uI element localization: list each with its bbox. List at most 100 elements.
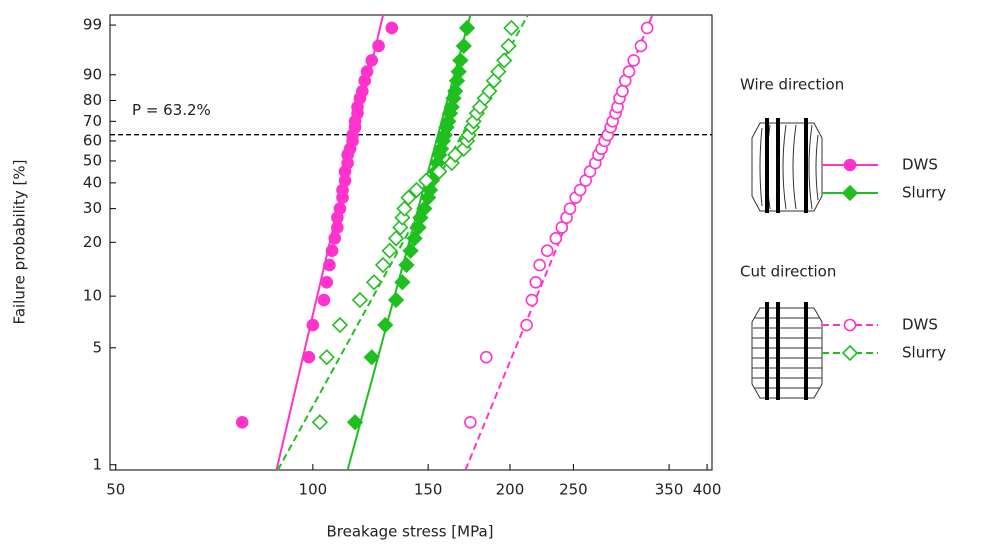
marker xyxy=(351,291,369,309)
marker xyxy=(372,39,385,53)
marker xyxy=(320,275,334,289)
marker xyxy=(440,113,457,130)
marker xyxy=(443,98,460,116)
marker xyxy=(402,242,419,259)
marker xyxy=(447,83,464,100)
marker xyxy=(448,72,466,89)
marker xyxy=(387,230,405,247)
marker xyxy=(396,200,413,217)
y-axis-label: Failure probability [%] xyxy=(11,160,29,325)
marker xyxy=(627,54,640,67)
marker xyxy=(496,52,513,69)
legend-label: DWS xyxy=(902,156,938,174)
marker xyxy=(563,202,577,215)
marker xyxy=(450,63,467,80)
marker xyxy=(317,293,331,307)
marker xyxy=(431,163,448,180)
marker xyxy=(616,84,629,98)
marker xyxy=(490,63,507,80)
marker xyxy=(398,256,415,274)
marker xyxy=(385,21,399,35)
x-tick-label: 200 xyxy=(496,481,525,499)
y-tick-label: 10 xyxy=(83,287,102,305)
x-tick-label: 150 xyxy=(414,481,443,499)
y-tick-label: 99 xyxy=(83,16,102,34)
annotation: P = 63.2% xyxy=(132,101,211,119)
wire-icon xyxy=(751,118,823,213)
x-tick-label: 100 xyxy=(299,481,328,499)
marker xyxy=(328,232,342,245)
marker xyxy=(458,19,476,37)
y-tick-label: 90 xyxy=(83,65,102,83)
legend-label: Slurry xyxy=(902,184,946,202)
x-tick-label: 350 xyxy=(655,481,684,499)
legend-title: Cut direction xyxy=(740,263,836,281)
marker xyxy=(235,415,249,429)
legend-marker xyxy=(841,184,859,202)
marker xyxy=(500,37,517,55)
marker xyxy=(374,256,392,274)
marker xyxy=(302,350,316,364)
marker xyxy=(365,54,379,67)
marker xyxy=(331,316,349,334)
marker xyxy=(360,65,374,78)
marker xyxy=(540,244,554,258)
marker xyxy=(346,414,364,431)
marker xyxy=(464,415,477,429)
marker xyxy=(452,52,469,69)
y-tick-label: 30 xyxy=(83,199,102,217)
x-tick-label: 400 xyxy=(693,481,722,499)
marker xyxy=(325,244,339,258)
marker xyxy=(555,221,569,234)
marker xyxy=(408,181,425,199)
marker xyxy=(365,274,383,291)
legend-marker xyxy=(841,344,859,362)
legend-marker xyxy=(843,158,857,172)
y-tick-label: 1 xyxy=(92,455,102,473)
marker xyxy=(356,84,369,98)
marker xyxy=(418,172,435,189)
y-tick-label: 5 xyxy=(92,338,102,356)
marker xyxy=(529,275,543,289)
marker xyxy=(573,183,587,197)
x-tick-label: 250 xyxy=(559,481,588,499)
marker xyxy=(432,140,450,157)
y-tick-label: 50 xyxy=(83,151,102,169)
marker xyxy=(311,414,329,431)
marker xyxy=(377,316,394,334)
marker xyxy=(481,83,498,100)
marker xyxy=(333,202,347,215)
legend-label: Slurry xyxy=(902,344,946,362)
marker xyxy=(533,258,546,272)
marker xyxy=(406,230,423,247)
marker xyxy=(387,291,405,309)
y-tick-label: 40 xyxy=(83,173,102,191)
legend-label: DWS xyxy=(902,316,938,334)
marker xyxy=(363,349,380,366)
marker xyxy=(549,232,563,245)
x-axis-label: Breakage stress [MPa] xyxy=(326,523,493,541)
y-tick-label: 20 xyxy=(83,233,102,251)
marker xyxy=(640,21,654,35)
cut-icon xyxy=(751,302,823,400)
marker xyxy=(622,65,636,78)
y-tick-label: 70 xyxy=(83,112,102,130)
marker xyxy=(306,318,320,332)
marker xyxy=(323,258,336,272)
marker xyxy=(634,39,648,53)
y-tick-label: 60 xyxy=(83,131,102,149)
marker xyxy=(394,274,411,291)
y-tick-label: 80 xyxy=(83,91,102,109)
marker xyxy=(479,350,493,364)
marker xyxy=(381,242,398,259)
marker xyxy=(525,293,539,307)
marker xyxy=(520,318,533,332)
marker xyxy=(455,37,472,55)
legend-title: Wire direction xyxy=(740,76,844,94)
x-tick-label: 50 xyxy=(106,481,125,499)
marker xyxy=(318,349,335,366)
legend-marker xyxy=(843,318,857,332)
marker xyxy=(503,19,520,37)
marker xyxy=(394,209,411,226)
